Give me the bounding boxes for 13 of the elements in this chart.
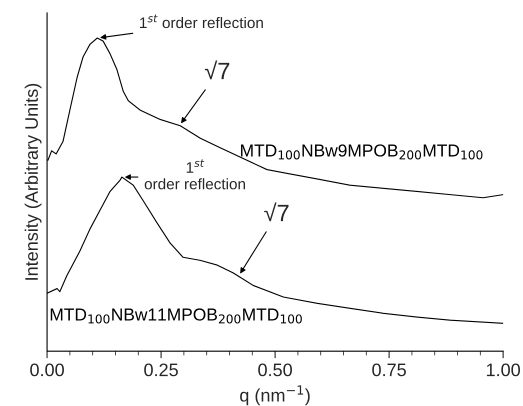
annotation: √7: [264, 202, 289, 222]
annotation: 1$^{st}$ order reflection: [140, 14, 263, 28]
x-tick-label: 0.75: [372, 363, 406, 376]
x-axis-title: q (nm$^{−1}$): [240, 385, 310, 406]
annotation: 1$^{st}$ order reflection: [144, 159, 245, 190]
y-axis-title: Intensity (Arbitrary Units): [24, 84, 42, 280]
annotation: √7: [204, 60, 230, 80]
x-tick-label: 0.25: [144, 363, 178, 376]
series-label: MTD$_{100}$NBw11MPOB$_{200}$MTD$_{100}$: [50, 308, 302, 324]
x-tick-label: 0.00: [30, 363, 64, 376]
x-tick-label: 1.00: [486, 363, 520, 376]
x-tick-label: 0.50: [258, 363, 292, 376]
series-label: MTD$_{100}$NBw9MPOB$_{200}$MTD$_{100}$: [241, 144, 482, 160]
